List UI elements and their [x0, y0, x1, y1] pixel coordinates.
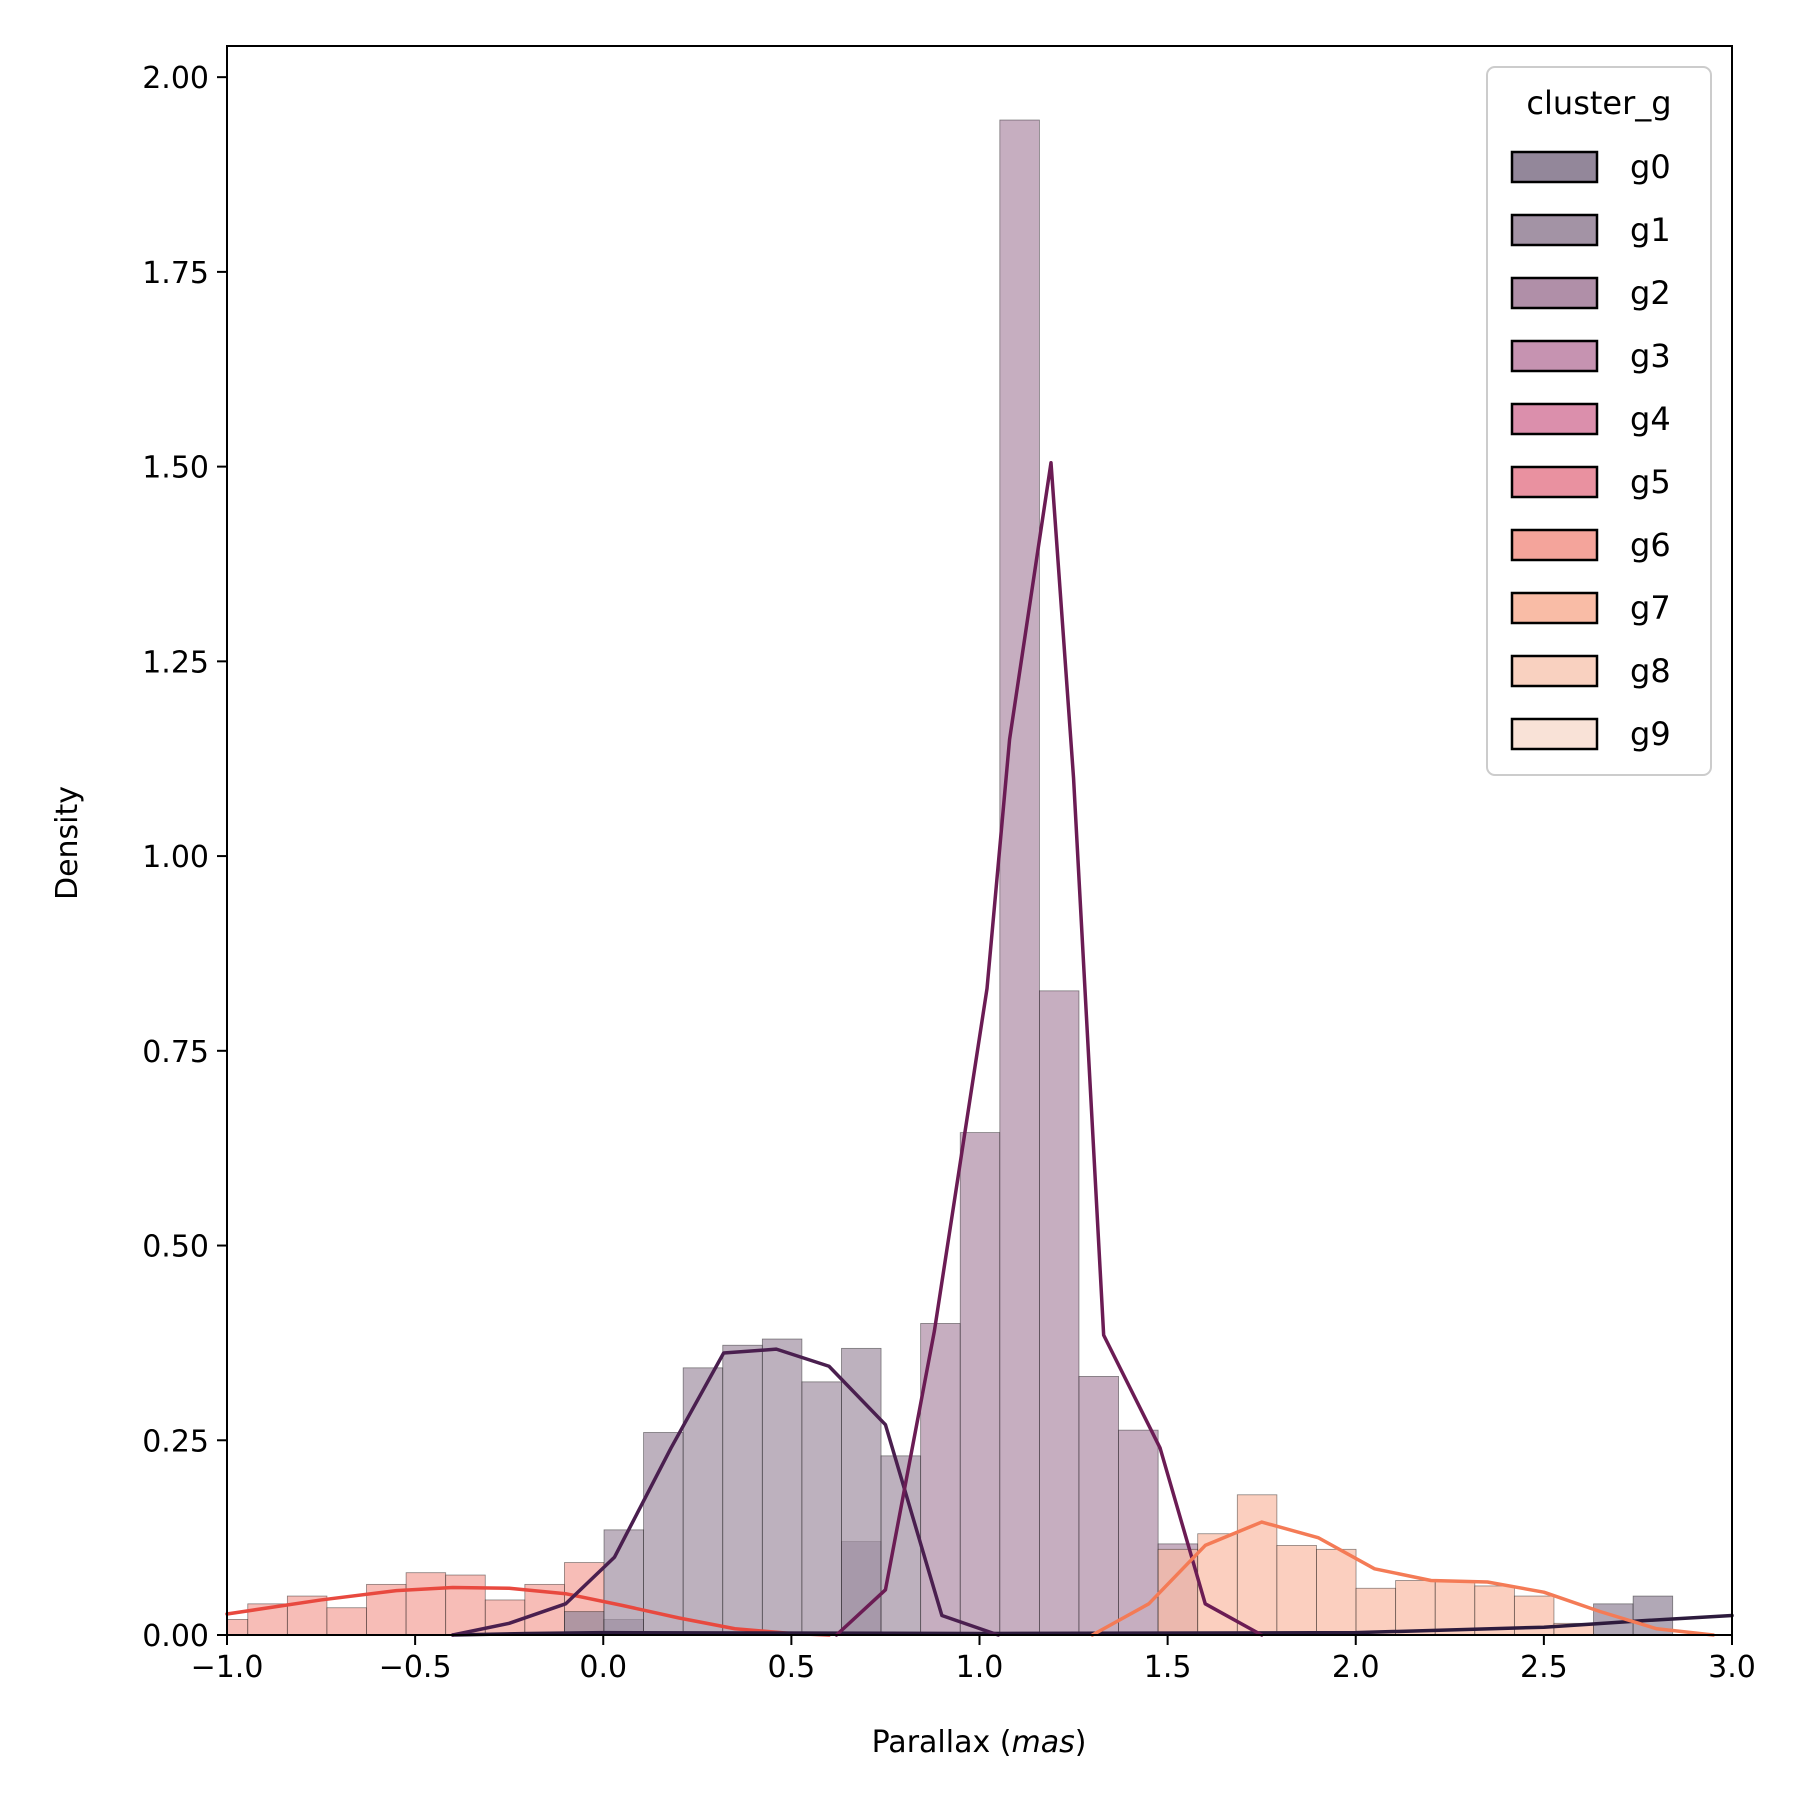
kde-curves — [225, 460, 1734, 1637]
y-tick-label: 2.00 — [142, 61, 209, 96]
y-tick-label: 1.25 — [142, 645, 209, 680]
y-tick-label: 1.50 — [142, 451, 209, 486]
x-tick-label: 3.0 — [1708, 1650, 1756, 1685]
legend-entries: g0 g1 g2 g3 g4 g5 g6 g7 g8 g9 — [1510, 148, 1671, 753]
x-tick-label: 0.5 — [768, 1650, 816, 1685]
legend-label-g3: g3 — [1630, 337, 1671, 375]
histogram-bar-g6 — [326, 1607, 367, 1636]
x-tick-label: 2.5 — [1520, 1650, 1568, 1685]
y-tick-label: 1.00 — [142, 840, 209, 875]
kde-line-g7 — [1090, 1520, 1715, 1637]
legend-label-g4: g4 — [1630, 400, 1671, 438]
histogram-bar-g7 — [1395, 1580, 1436, 1636]
histogram-bar-g2 — [1078, 1376, 1119, 1636]
x-tick-label: 1.0 — [956, 1650, 1004, 1685]
histogram-bar-g2 — [1039, 990, 1080, 1636]
legend-swatch-g3 — [1510, 339, 1599, 373]
legend-label-g1: g1 — [1630, 211, 1671, 249]
x-axis-ticks: −1.0 −0.5 0.0 0.5 1.0 1.5 2.0 2.5 3.0 — [191, 1635, 1756, 1685]
legend-swatch-g8 — [1510, 654, 1599, 688]
legend-swatch-g5 — [1510, 465, 1599, 499]
y-tick-label: 0.50 — [142, 1230, 209, 1265]
x-tick-label: −0.5 — [379, 1650, 452, 1685]
histogram-bar-g7 — [1236, 1494, 1278, 1636]
legend-swatch-g4 — [1510, 402, 1599, 436]
y-tick-label: 0.25 — [142, 1424, 209, 1459]
histogram-bar-g7 — [1355, 1587, 1397, 1636]
y-tick-label: 1.75 — [142, 256, 209, 291]
histogram-bar-g6 — [226, 1619, 249, 1636]
legend-title: cluster_g — [1526, 84, 1671, 122]
legend-label-g0: g0 — [1630, 148, 1671, 186]
y-axis-title: Density — [50, 786, 85, 900]
y-tick-label: 0.75 — [142, 1035, 209, 1070]
x-tick-label: −1.0 — [191, 1650, 264, 1685]
histogram-bar-g7 — [1434, 1580, 1476, 1636]
histogram-bar-g7 — [1316, 1548, 1357, 1636]
legend-swatch-g2 — [1510, 276, 1599, 310]
legend-label-g5: g5 — [1630, 463, 1671, 501]
legend-swatch-g1 — [1510, 213, 1599, 247]
histogram-bar-g1 — [880, 1455, 922, 1636]
histogram-bar-g1 — [722, 1344, 763, 1636]
x-axis-title: Parallax (mas) — [872, 1725, 1087, 1760]
legend-label-g8: g8 — [1630, 652, 1671, 690]
kde-line-g2 — [834, 460, 1264, 1637]
histogram-bar-g6 — [484, 1599, 526, 1636]
histogram-bar-g2 — [959, 1132, 1001, 1636]
kde-line-g0 — [451, 1613, 1734, 1637]
histogram-bar-g1 — [841, 1347, 882, 1636]
histogram-bar-g1 — [682, 1367, 724, 1636]
histogram-bar-g2 — [999, 119, 1040, 1636]
histogram-bar-g7 — [1276, 1545, 1317, 1636]
x-tick-label: 2.0 — [1332, 1650, 1380, 1685]
x-tick-label: 1.5 — [1144, 1650, 1192, 1685]
legend-swatch-g6 — [1510, 528, 1599, 562]
legend-label-g6: g6 — [1630, 526, 1671, 564]
legend: cluster_g g0 g1 g2 g3 g4 g5 g6 g7 g8 g9 — [1486, 66, 1712, 776]
kde-line-g6 — [225, 1585, 831, 1637]
histogram-bar-g2 — [1118, 1429, 1159, 1636]
legend-label-g7: g7 — [1630, 589, 1671, 627]
x-tick-label: 0.0 — [579, 1650, 627, 1685]
histogram-bar-g1 — [603, 1529, 644, 1636]
histogram-bar-g1 — [761, 1338, 803, 1636]
histogram-bar-g6 — [445, 1574, 486, 1636]
legend-swatch-g7 — [1510, 591, 1599, 625]
y-tick-label: 0.00 — [142, 1619, 209, 1654]
histogram-bar-g6 — [405, 1572, 447, 1636]
legend-swatch-g0 — [1510, 150, 1599, 184]
histogram-bar-g1 — [801, 1381, 842, 1636]
y-axis-ticks: 0.00 0.25 0.50 0.75 1.00 1.25 1.50 1.75 2.00 — [142, 61, 227, 1654]
legend-label-g9: g9 — [1630, 715, 1671, 753]
legend-swatch-g9 — [1510, 717, 1599, 751]
legend-label-g2: g2 — [1630, 274, 1671, 312]
